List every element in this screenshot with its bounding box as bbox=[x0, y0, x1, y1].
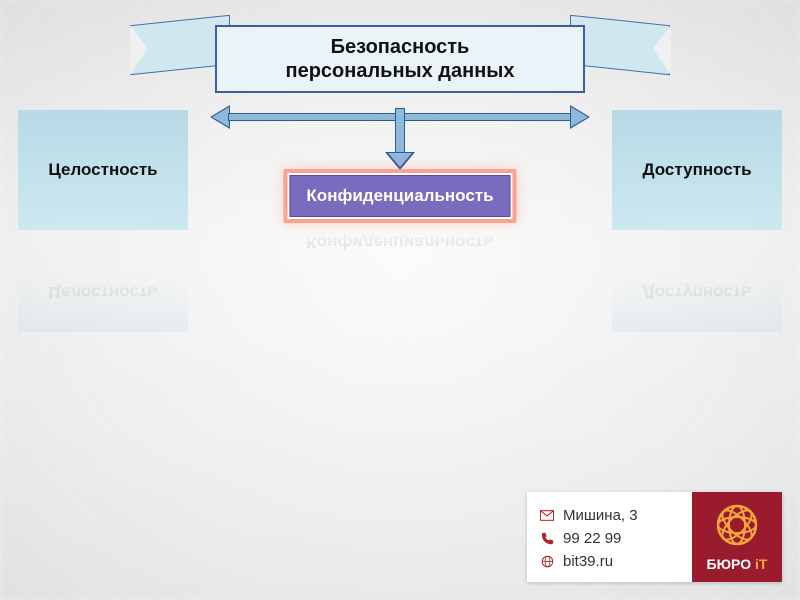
contact-website: bit39.ru bbox=[563, 553, 613, 570]
node-integrity-label: Целостность bbox=[48, 160, 157, 180]
contact-info: Мишина, 3 99 22 99 bit39.ru bbox=[527, 492, 692, 582]
globe-icon bbox=[539, 555, 555, 568]
contact-phone: 99 22 99 bbox=[563, 530, 621, 547]
envelope-icon bbox=[539, 510, 555, 521]
node-confidentiality-label: Конфиденциальность bbox=[306, 186, 493, 205]
contact-card: Мишина, 3 99 22 99 bit39.ru bbox=[527, 492, 782, 582]
phone-icon bbox=[539, 532, 555, 545]
node-availability-reflection: Доступность bbox=[612, 252, 782, 332]
title-ribbon-right bbox=[570, 15, 670, 76]
logo-globe-icon bbox=[715, 503, 759, 552]
node-confidentiality-reflection: Конфиденциальность bbox=[290, 222, 509, 262]
title-line-2: персональных данных bbox=[227, 59, 573, 83]
node-integrity: Целостность bbox=[18, 110, 188, 230]
down-arrow bbox=[385, 108, 415, 170]
node-confidentiality: Конфиденциальность bbox=[289, 175, 510, 217]
contact-address-row: Мишина, 3 bbox=[539, 507, 684, 524]
contact-address: Мишина, 3 bbox=[563, 507, 638, 524]
node-availability-label: Доступность bbox=[642, 160, 751, 180]
company-logo: БЮРО iT bbox=[692, 492, 782, 582]
contact-phone-row: 99 22 99 bbox=[539, 530, 684, 547]
node-integrity-reflection: Целостность bbox=[18, 252, 188, 332]
node-availability: Доступность bbox=[612, 110, 782, 230]
logo-text: БЮРО iT bbox=[707, 556, 768, 572]
diagram-title: Безопасность персональных данных bbox=[215, 25, 585, 93]
title-line-1: Безопасность bbox=[227, 35, 573, 59]
contact-website-row: bit39.ru bbox=[539, 553, 684, 570]
